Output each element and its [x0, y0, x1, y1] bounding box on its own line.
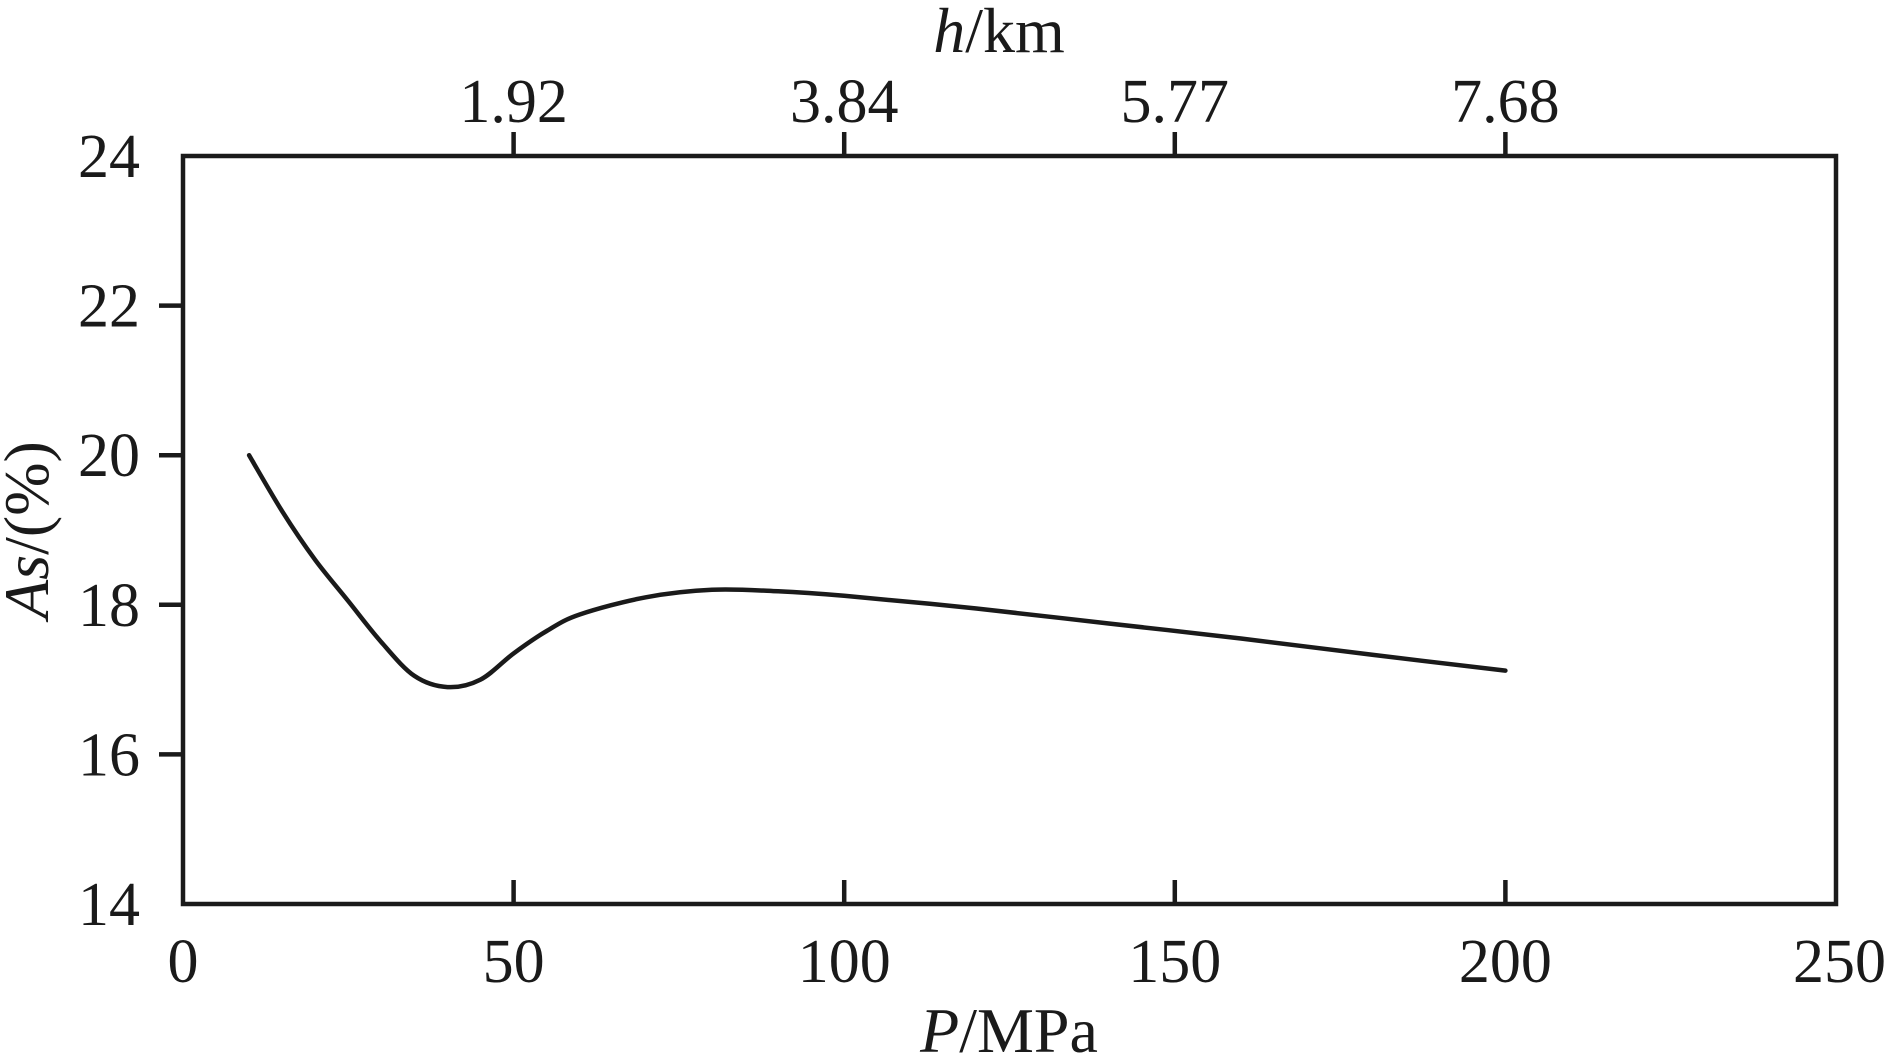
x2-tick-label: 3.84: [790, 68, 899, 136]
top-x-axis: 1.92 3.84 5.77 7.68: [459, 68, 1560, 156]
x-tick-label: 100: [798, 928, 891, 996]
x2-axis-title: h/km: [933, 0, 1065, 66]
y-tick-label: 14: [78, 871, 140, 939]
y-tick-label: 16: [78, 721, 140, 789]
x2-tick-label: 5.77: [1121, 68, 1230, 136]
x-tick-label: 200: [1459, 928, 1552, 996]
bottom-x-axis: 0 50 100 150 200 250: [168, 880, 1886, 996]
x-tick-label: 0: [168, 928, 199, 996]
y-axis: 14 16 18 20 22 24: [78, 123, 183, 939]
x2-tick-label: 1.92: [459, 68, 568, 136]
x-tick-label: 150: [1128, 928, 1221, 996]
y-tick-label: 24: [78, 123, 140, 191]
x-axis-title: P/MPa: [919, 995, 1098, 1064]
y-axis-title: As/(%): [0, 441, 62, 623]
x-tick-label: 250: [1793, 928, 1886, 996]
x2-tick-label: 7.68: [1451, 68, 1560, 136]
y-tick-label: 20: [78, 422, 140, 490]
y-tick-label: 18: [78, 572, 140, 640]
y-tick-label: 22: [78, 273, 140, 341]
plot-frame: [180, 153, 1839, 907]
x-tick-label: 50: [483, 928, 545, 996]
series-line: [246, 452, 1508, 690]
